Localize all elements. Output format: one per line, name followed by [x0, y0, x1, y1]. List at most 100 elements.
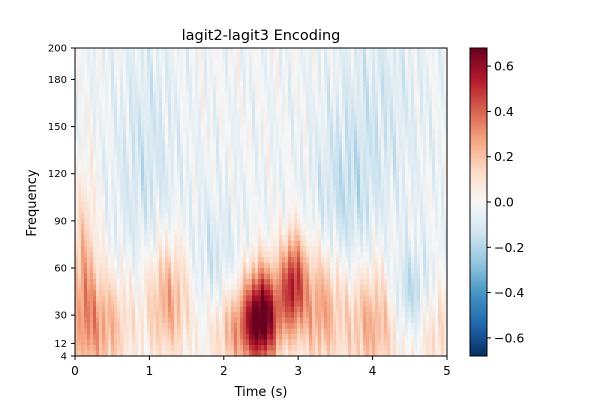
heatmap-cell [135, 59, 139, 66]
heatmap-cell [183, 114, 187, 121]
heatmap-cell [240, 207, 244, 214]
heatmap-cell [186, 196, 190, 203]
heatmap-cell [402, 108, 406, 115]
heatmap-cell [243, 64, 247, 71]
heatmap-cell [432, 185, 436, 192]
heatmap-cell [321, 158, 325, 165]
heatmap-cell [297, 262, 301, 269]
heatmap-cell [267, 185, 271, 192]
heatmap-cell [195, 152, 199, 159]
heatmap-cell [330, 103, 334, 110]
heatmap-cell [192, 229, 196, 236]
heatmap-cell [429, 53, 433, 60]
heatmap-cell [342, 213, 346, 220]
heatmap-cell [405, 114, 409, 121]
heatmap-cell [267, 174, 271, 181]
heatmap-cell [372, 196, 376, 203]
heatmap-cell [321, 48, 325, 55]
heatmap-cell [333, 246, 337, 253]
heatmap-cell [129, 119, 133, 126]
heatmap-cell [408, 180, 412, 187]
heatmap-cell [225, 207, 229, 214]
heatmap-cell [360, 130, 364, 137]
heatmap-cell [300, 169, 304, 176]
heatmap-cell [216, 147, 220, 154]
heatmap-cell [423, 262, 427, 269]
heatmap-cell [318, 202, 322, 209]
heatmap-cell [336, 141, 340, 148]
heatmap-cell [309, 81, 313, 88]
heatmap-cell [138, 235, 142, 242]
heatmap-cell [123, 185, 127, 192]
heatmap-cell [111, 97, 115, 104]
heatmap-cell [156, 185, 160, 192]
heatmap-cell [300, 147, 304, 154]
heatmap-cell [228, 202, 232, 209]
heatmap-cell [228, 64, 232, 71]
heatmap-cell [363, 218, 367, 225]
heatmap-cell [114, 180, 118, 187]
heatmap-cell [132, 125, 136, 132]
heatmap-cell [372, 191, 376, 198]
heatmap-cell [408, 229, 412, 236]
heatmap-cell [228, 141, 232, 148]
heatmap-cell [408, 64, 412, 71]
heatmap-cell [387, 240, 391, 247]
heatmap-cell [120, 196, 124, 203]
heatmap-cell [429, 48, 433, 55]
heatmap-cell [285, 114, 289, 121]
heatmap-cell [90, 64, 94, 71]
heatmap-cell [303, 251, 307, 258]
heatmap-cell [264, 70, 268, 77]
heatmap-cell [144, 180, 148, 187]
heatmap-cell [282, 180, 286, 187]
heatmap-cell [243, 92, 247, 99]
heatmap-cell [405, 70, 409, 77]
heatmap-cell [156, 235, 160, 242]
heatmap-cell [75, 97, 79, 104]
heatmap-cell [255, 224, 259, 231]
heatmap-cell [288, 136, 292, 143]
heatmap-cell [432, 81, 436, 88]
heatmap-cell [336, 229, 340, 236]
heatmap-cell [78, 64, 82, 71]
heatmap-cell [222, 48, 226, 55]
heatmap-cell [405, 174, 409, 181]
heatmap-cell [348, 185, 352, 192]
heatmap-cell [150, 268, 154, 275]
heatmap-cell [81, 268, 85, 275]
heatmap-cell [309, 108, 313, 115]
heatmap-cell [162, 141, 166, 148]
heatmap-cell [204, 240, 208, 247]
heatmap-cell [258, 103, 262, 110]
heatmap-cell [120, 246, 124, 253]
heatmap-cell [378, 130, 382, 137]
heatmap-cell [210, 64, 214, 71]
heatmap-cell [279, 125, 283, 132]
heatmap-cell [207, 207, 211, 214]
heatmap-cell [216, 81, 220, 88]
heatmap-cell [171, 191, 175, 198]
heatmap-cell [375, 136, 379, 143]
heatmap-cell [300, 251, 304, 258]
heatmap-cell [135, 224, 139, 231]
heatmap-cell [246, 185, 250, 192]
heatmap-cell [306, 92, 310, 99]
heatmap-cell [414, 246, 418, 253]
heatmap-cell [117, 246, 121, 253]
heatmap-cell [87, 169, 91, 176]
heatmap-cell [129, 262, 133, 269]
heatmap-cell [381, 202, 385, 209]
heatmap-cell [297, 158, 301, 165]
heatmap-cell [249, 207, 253, 214]
heatmap-cell [384, 48, 388, 55]
heatmap-cell [261, 108, 265, 115]
heatmap-cell [408, 213, 412, 220]
heatmap-cell [249, 97, 253, 104]
heatmap-cell [171, 163, 175, 170]
heatmap-cell [441, 147, 445, 154]
heatmap-cell [117, 235, 121, 242]
heatmap-cell [390, 196, 394, 203]
heatmap-cell [294, 152, 298, 159]
heatmap-cell [249, 59, 253, 66]
